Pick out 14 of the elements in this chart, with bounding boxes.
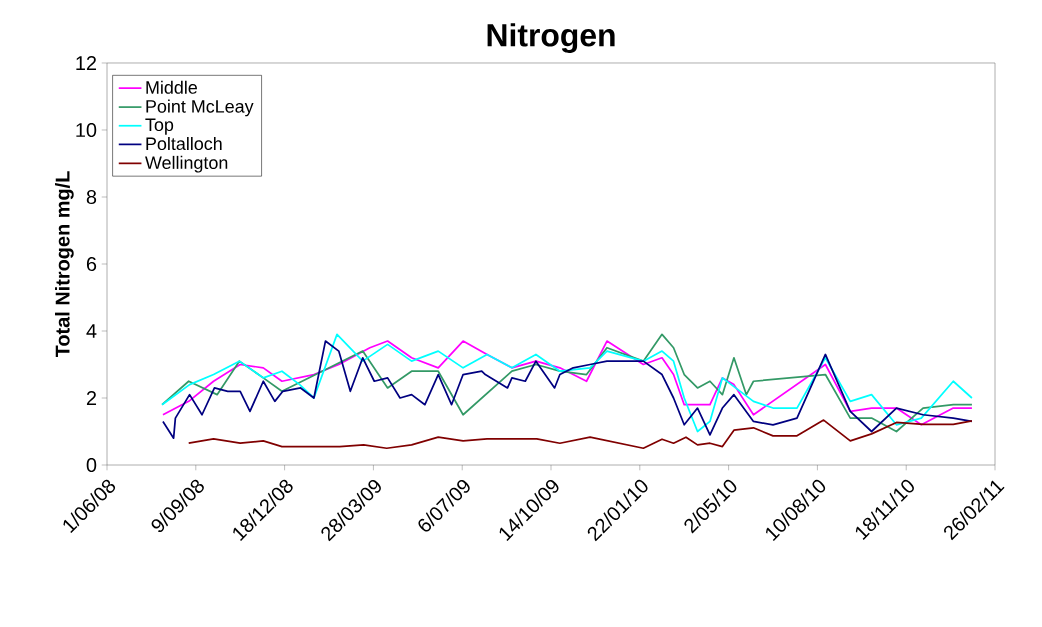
chart-title: Nitrogen [487, 23, 615, 53]
y-tick-label: 2 [86, 391, 97, 405]
y-tick-label: 6 [86, 256, 97, 272]
legend-label: Wellington [145, 155, 228, 173]
y-tick-label: 12 [76, 56, 97, 70]
y-tick-label: 0 [86, 457, 97, 473]
legend-label: Middle [146, 80, 197, 94]
y-tick-label: 10 [76, 122, 97, 138]
y-axis-title: Total Nitrogen mg/L [55, 171, 74, 358]
y-tick-label: 4 [86, 324, 97, 338]
legend-label: Poltalloch [146, 136, 222, 151]
y-tick-label: 8 [86, 189, 97, 205]
legend-label: Point McLeay [146, 99, 254, 117]
legend-label: Top [145, 118, 174, 135]
